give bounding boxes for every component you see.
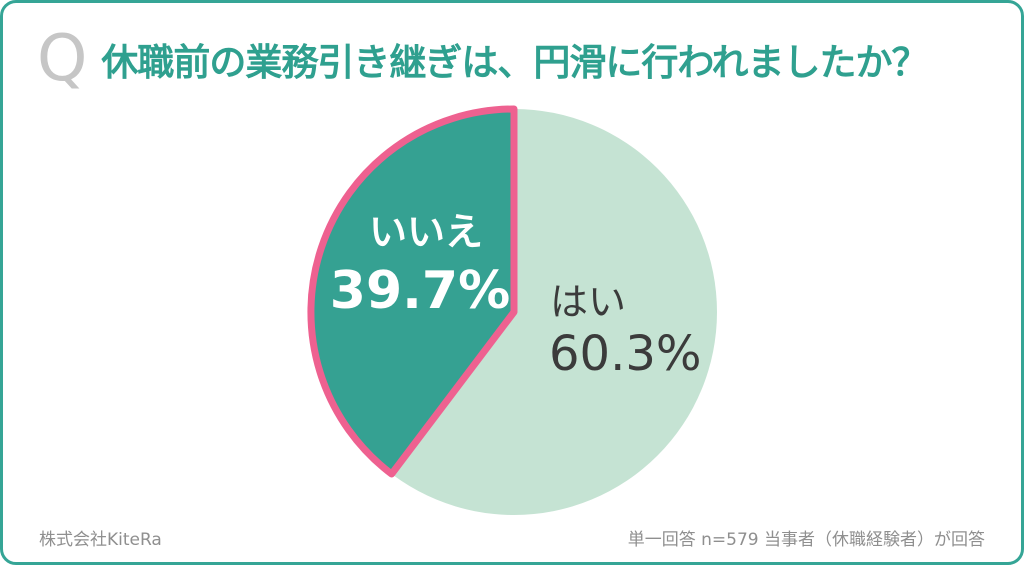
page-title: 休職前の業務引き継ぎは、円滑に行われましたか？ [101, 41, 928, 84]
question-header: Q 休職前の業務引き継ぎは、円滑に行われましたか？ [37, 22, 929, 96]
company-name: 株式会社KiteRa [39, 530, 162, 550]
no-slice-value: 39.7% [329, 261, 511, 321]
yes-slice-value: 60.3% [549, 326, 702, 382]
survey-note: 単一回答 n=579 当事者（休職経験者）が回答 [627, 530, 985, 550]
yes-slice-label: はい [550, 280, 627, 324]
q-mark-icon: Q [37, 22, 88, 96]
pie-chart [307, 105, 717, 515]
footer: 株式会社KiteRa 単一回答 n=579 当事者（休職経験者）が回答 [39, 525, 985, 550]
pie-chart-area: いいえ 39.7% はい 60.3% [3, 3, 1021, 562]
pie-slice-no [307, 105, 518, 478]
no-slice-label: いいえ [368, 210, 484, 254]
